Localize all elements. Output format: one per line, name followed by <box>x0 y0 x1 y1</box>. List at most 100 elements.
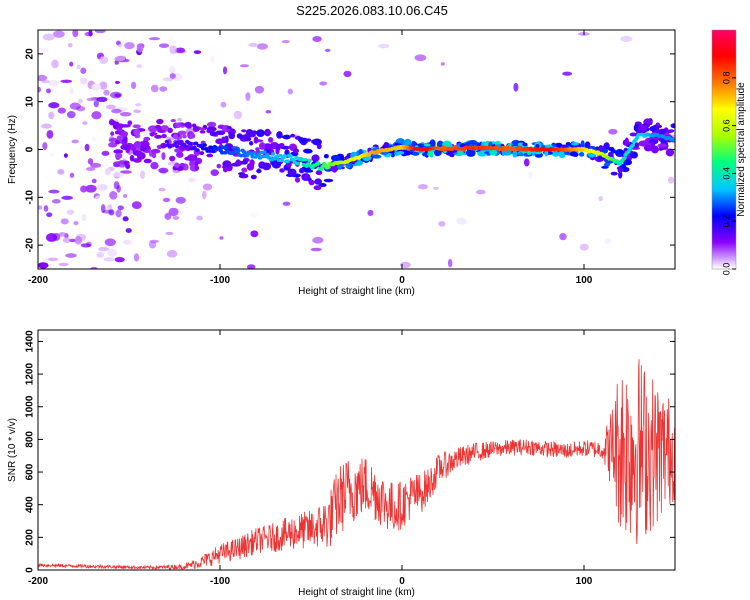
ridge-blob <box>665 148 675 157</box>
colorbar-swatch <box>712 151 736 155</box>
colorbar-swatch <box>712 77 736 81</box>
noise-blob <box>69 87 74 95</box>
noise-blob <box>38 205 43 210</box>
noise-blob <box>46 212 53 218</box>
noise-blob <box>52 30 65 38</box>
ridge-core <box>285 159 290 164</box>
colorbar-swatch <box>712 59 736 63</box>
colorbar-swatch <box>712 207 736 210</box>
noise-blob <box>57 168 65 175</box>
ridge-blob <box>580 140 585 148</box>
y-tick-label: -20 <box>25 237 36 252</box>
ridge-blob <box>316 143 322 150</box>
colorbar-swatch <box>712 245 736 248</box>
colorbar-swatch <box>712 73 736 77</box>
colorbar-swatch <box>712 265 736 268</box>
colorbar-swatch <box>712 235 736 238</box>
ridge-blob <box>182 134 187 139</box>
colorbar-swatch <box>712 251 736 254</box>
x-axis-label: Height of straight line (km) <box>298 587 415 598</box>
noise-blob <box>42 142 48 151</box>
colorbar-swatch <box>712 163 736 167</box>
colorbar-swatch <box>712 65 736 69</box>
ridge-core <box>282 154 287 158</box>
ridge-blob <box>199 127 206 131</box>
noise-blob <box>136 43 144 53</box>
noise-blob <box>319 81 328 86</box>
noise-blob <box>48 189 60 194</box>
ridge-blob <box>558 150 566 159</box>
noise-blob <box>246 264 256 269</box>
noise-blob <box>48 79 60 87</box>
ridge-blob <box>114 152 123 159</box>
colorbar-swatch <box>712 257 736 260</box>
noise-blob <box>41 123 52 129</box>
noise-blob <box>168 38 175 45</box>
ridge-blob <box>403 138 412 146</box>
noise-blob <box>114 256 125 263</box>
noise-blob <box>96 251 105 258</box>
noise-blob <box>170 119 177 123</box>
noise-blob <box>107 204 113 211</box>
ridge-blob <box>216 163 222 169</box>
noise-blob <box>254 85 265 94</box>
ridge-blob <box>215 130 226 136</box>
colorbar-swatch <box>712 249 736 252</box>
ridge-blob <box>584 141 591 149</box>
colorbar-swatch <box>712 89 736 93</box>
ridge-blob <box>622 159 633 166</box>
ridge-blob <box>323 154 329 159</box>
noise-blob <box>122 216 129 222</box>
colorbar-swatch <box>712 239 736 242</box>
colorbar-swatch <box>712 111 736 115</box>
noise-blob <box>210 56 215 63</box>
ridge-blob <box>228 163 233 171</box>
noise-blob <box>62 237 71 243</box>
ridge-blob <box>113 149 124 154</box>
noise-blob <box>96 183 108 191</box>
colorbar-swatch <box>712 153 736 157</box>
noise-blob <box>80 243 92 248</box>
colorbar-swatch <box>712 109 736 113</box>
colorbar-swatch <box>712 199 736 202</box>
colorbar-swatch <box>712 121 736 125</box>
colorbar-swatch <box>712 127 736 131</box>
noise-blob <box>82 121 88 125</box>
colorbar-swatch <box>712 195 736 198</box>
ridge-blob <box>308 179 315 186</box>
colorbar-swatch <box>712 197 736 200</box>
noise-blob <box>109 190 118 200</box>
ridge-blob <box>116 135 124 141</box>
noise-blob <box>205 43 213 51</box>
ridge-blob <box>174 122 182 128</box>
noise-blob <box>48 102 60 109</box>
noise-blob <box>287 88 294 95</box>
colorbar-swatch <box>712 169 736 173</box>
noise-blob <box>104 238 116 247</box>
noise-blob <box>124 42 135 50</box>
ridge-blob <box>118 123 124 129</box>
noise-blob <box>113 181 120 190</box>
ridge-blob <box>275 147 280 155</box>
ridge-blob <box>238 174 249 179</box>
colorbar-swatch <box>712 71 736 75</box>
colorbar-swatch <box>712 53 736 57</box>
colorbar-swatch <box>712 143 736 147</box>
noise-blob <box>239 64 249 68</box>
colorbar-swatch <box>712 219 736 222</box>
ridge-blob <box>161 133 167 139</box>
noise-blob <box>114 80 121 84</box>
colorbar-swatch <box>712 171 736 174</box>
noise-blob <box>98 246 110 252</box>
noise-blob <box>69 238 77 243</box>
ridge-blob <box>411 140 417 147</box>
noise-blob <box>91 111 102 120</box>
colorbar-swatch <box>712 255 736 258</box>
colorbar-swatch <box>712 137 736 141</box>
colorbar-swatch <box>712 83 736 87</box>
ridge-blob <box>315 170 323 176</box>
noise-blob <box>312 36 322 42</box>
noise-blob <box>219 236 224 240</box>
ridge-core <box>621 156 627 161</box>
